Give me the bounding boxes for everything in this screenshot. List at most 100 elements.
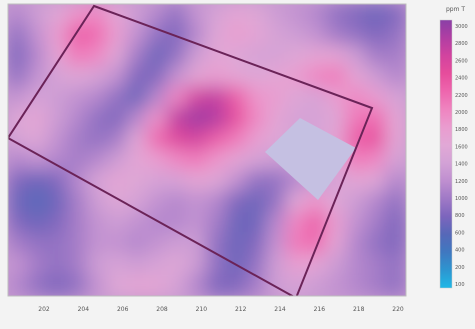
heatmap-cell: [46, 65, 69, 89]
heatmap-cell: [245, 44, 268, 68]
heatmap-cell: [106, 128, 129, 151]
heatmap-cell: [305, 86, 328, 110]
heatmap-cell: [26, 232, 49, 256]
heatmap-cell: [166, 86, 189, 110]
x-tick-label: 208: [156, 306, 168, 313]
heatmap-cell: [245, 4, 268, 26]
heatmap-cell: [126, 232, 149, 256]
heatmap-cell: [305, 4, 328, 26]
heatmap-cell: [365, 149, 388, 172]
heatmap-cell: [126, 274, 149, 296]
heatmap-cell: [106, 169, 129, 193]
heatmap-cell: [86, 44, 109, 68]
heatmap-cell: [225, 65, 248, 89]
heatmap-cell: [26, 86, 49, 110]
heatmap-cell: [365, 65, 388, 89]
heatmap-cell: [26, 149, 49, 172]
heatmap-cell: [325, 107, 348, 131]
heatmap-cell: [285, 253, 308, 277]
heatmap-cell: [186, 274, 208, 296]
heatmap-cell: [26, 169, 49, 193]
heatmap-cell: [186, 107, 208, 131]
heatmap-cell: [86, 274, 109, 296]
heatmap-cell: [66, 232, 89, 256]
heatmap-cell: [86, 211, 109, 235]
heatmap-cell: [126, 169, 149, 193]
heatmap-cell: [46, 274, 69, 296]
heatmap-cell: [126, 65, 149, 89]
heatmap-cell: [245, 190, 268, 214]
heatmap-cell: [26, 23, 49, 47]
heatmap-cell: [345, 211, 368, 235]
heatmap-cell: [225, 169, 248, 193]
heatmap-cell: [206, 86, 228, 110]
heatmap-cell: [245, 65, 268, 89]
heatmap-cell: [26, 65, 49, 89]
heatmap-cell: [265, 107, 288, 131]
heatmap-cell: [385, 128, 406, 151]
heatmap-cell: [365, 274, 388, 296]
heatmap-cell: [186, 65, 208, 89]
heatmap-cell: [26, 190, 49, 214]
heatmap-cell: [365, 211, 388, 235]
heatmap-cell: [106, 107, 129, 131]
heatmap-cell: [345, 44, 368, 68]
colorbar: ppm T 3000 2800 2600 2400 2200 2000 1800 1600 14…: [439, 6, 468, 289]
heatmap-cell: [206, 211, 228, 235]
heatmap-cell: [46, 149, 69, 172]
heatmap-cell: [66, 86, 89, 110]
heatmap-cell: [305, 65, 328, 89]
heatmap-cell: [8, 86, 29, 110]
heatmap-cell: [345, 274, 368, 296]
heatmap-cell: [245, 86, 268, 110]
heatmap-cell: [8, 65, 29, 89]
heatmap-cell: [305, 23, 328, 47]
heatmap-cell: [225, 23, 248, 47]
colorbar-tick-label: 400: [455, 248, 465, 254]
heatmap-cell: [146, 211, 169, 235]
heatmap-cell: [365, 232, 388, 256]
heatmap-cell: [325, 232, 348, 256]
heatmap-cell: [86, 128, 109, 151]
colorbar-tick-label: 2400: [455, 76, 468, 82]
heatmap-cell: [305, 232, 328, 256]
heatmap-cell: [325, 211, 348, 235]
heatmap-cell: [265, 4, 288, 26]
heatmap-cell: [46, 44, 69, 68]
x-axis: 202 204 206 208 210 212 214 216 218 220: [38, 306, 404, 313]
heatmap-cell: [186, 190, 208, 214]
heatmap-cell: [86, 253, 109, 277]
heatmap-cell: [225, 107, 248, 131]
heatmap-cell: [86, 190, 109, 214]
heatmap-cell: [46, 253, 69, 277]
heatmap-cell: [26, 253, 49, 277]
heatmap-cell: [106, 23, 129, 47]
heatmap-cell: [345, 253, 368, 277]
heatmap-cell: [146, 232, 169, 256]
heatmap-cell: [345, 169, 368, 193]
heatmap-cell: [385, 65, 406, 89]
x-tick-label: 206: [117, 306, 129, 313]
heatmap-cell: [106, 211, 129, 235]
heatmap-cell: [245, 149, 268, 172]
heatmap-cell: [225, 128, 248, 151]
heatmap-cell: [385, 107, 406, 131]
heatmap-cell: [206, 23, 228, 47]
heatmap-cell: [285, 232, 308, 256]
heatmap-cell: [265, 44, 288, 68]
heatmap-cell: [365, 4, 388, 26]
heatmap-cell: [385, 190, 406, 214]
colorbar-tick-label: 2200: [455, 93, 468, 99]
heatmap-cell: [385, 211, 406, 235]
heatmap-cell: [285, 190, 308, 214]
heatmap-cell: [365, 128, 388, 151]
x-tick-label: 218: [353, 306, 365, 313]
heatmap-cell: [46, 211, 69, 235]
heatmap-cell: [26, 44, 49, 68]
colorbar-tick-label: 2600: [455, 58, 468, 64]
heatmap-cell: [126, 44, 149, 68]
heatmap-cell: [345, 65, 368, 89]
heatmap-cell: [325, 274, 348, 296]
heatmap-cell: [225, 86, 248, 110]
heatmap-cell: [66, 149, 89, 172]
